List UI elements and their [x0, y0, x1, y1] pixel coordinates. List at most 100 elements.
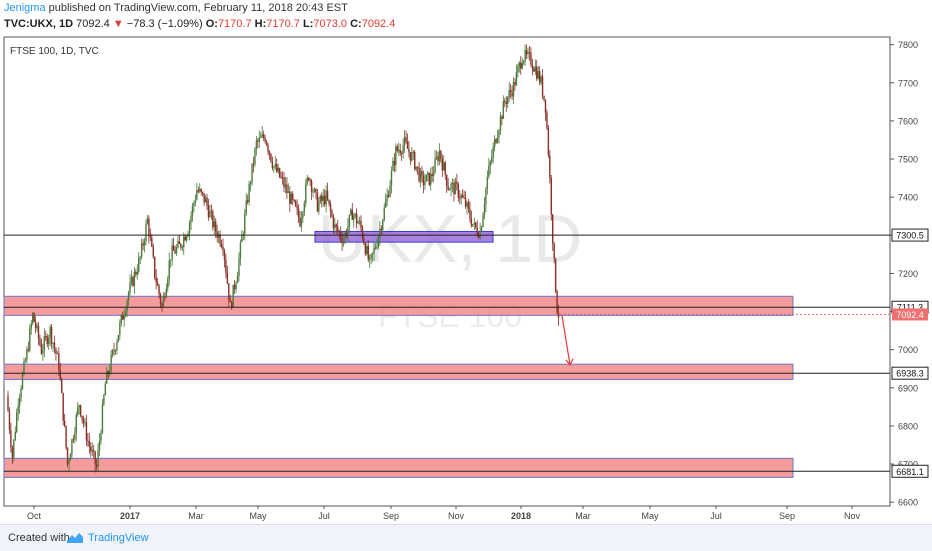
- candle-body: [113, 350, 115, 352]
- change-value: −78.3 (−1.09%): [126, 18, 203, 30]
- symbol-label: TVC:UKX, 1D: [4, 18, 74, 30]
- candle-body: [65, 425, 67, 448]
- candle-body: [511, 91, 513, 97]
- resistance-zone-7300: [314, 230, 494, 243]
- candle-body: [156, 282, 159, 286]
- candle-body: [507, 96, 509, 104]
- candle-body: [371, 252, 374, 255]
- candle-body: [265, 141, 268, 146]
- candle-body: [213, 221, 215, 228]
- candle-body: [552, 214, 554, 244]
- candle-body: [437, 156, 439, 162]
- candle-body: [188, 222, 191, 234]
- candle-body: [274, 163, 276, 167]
- candle-body: [392, 160, 394, 171]
- candle-body: [165, 288, 168, 298]
- candle-body: [445, 174, 448, 187]
- candle-body: [338, 231, 340, 233]
- candle-body: [193, 202, 195, 206]
- candle-body: [260, 137, 262, 139]
- candle-body: [289, 191, 291, 204]
- candle-body: [93, 450, 95, 452]
- x-tick-label: 2017: [120, 511, 140, 521]
- candle-body: [380, 228, 383, 231]
- candle-body: [30, 323, 32, 329]
- candle-body: [302, 212, 304, 218]
- candle-body: [454, 181, 457, 195]
- x-tick-label: May: [641, 511, 659, 521]
- candle-body: [530, 52, 532, 65]
- candle-body: [303, 202, 306, 213]
- candle-body: [347, 226, 349, 236]
- candle-body: [514, 82, 516, 86]
- candle-body: [82, 418, 85, 424]
- candle-body: [495, 139, 497, 143]
- candle-body: [181, 247, 184, 249]
- candle-body: [541, 76, 544, 96]
- candle-body: [531, 64, 534, 69]
- candle-body: [10, 429, 12, 448]
- candle-body: [277, 168, 279, 172]
- candle-body: [45, 336, 47, 338]
- candle-body: [43, 336, 46, 350]
- tradingview-brand[interactable]: TradingView: [88, 532, 149, 544]
- candle-body: [149, 236, 152, 238]
- candle-body: [116, 342, 118, 351]
- candle-body: [206, 197, 208, 206]
- down-arrow-icon: [561, 315, 571, 366]
- candle-body: [120, 314, 123, 324]
- candle-body: [278, 168, 281, 178]
- candle-body: [122, 314, 124, 320]
- candle-body: [483, 204, 486, 215]
- x-tick-label: Nov: [844, 511, 861, 521]
- candle-body: [369, 258, 371, 260]
- candle-body: [33, 313, 35, 322]
- candle-body: [88, 441, 91, 447]
- candle-body: [261, 134, 263, 138]
- candle-body: [31, 313, 34, 324]
- level-6938-tag: [891, 366, 929, 380]
- candle-body: [370, 254, 372, 259]
- high-label: H:: [254, 18, 267, 30]
- candle-body: [36, 325, 38, 329]
- candle-body: [56, 353, 59, 355]
- candle-body: [321, 195, 323, 201]
- candle-body: [444, 162, 446, 175]
- candle-body: [517, 66, 519, 73]
- chart-title: FTSE 100, 1D, TVC: [10, 46, 99, 57]
- candle-body: [53, 342, 56, 349]
- low-label: L:: [302, 18, 314, 30]
- candle-body: [245, 200, 247, 214]
- candle-body: [174, 250, 176, 254]
- support-zone-6938: [3, 363, 794, 380]
- publish-text: published on TradingView.com, February 1…: [48, 2, 348, 14]
- candle-body: [244, 213, 246, 234]
- candle-body: [50, 326, 53, 344]
- author-link[interactable]: Jenigma: [4, 2, 46, 14]
- candle-body: [498, 130, 500, 138]
- candle-body: [135, 271, 137, 275]
- low-value: 7073.0: [313, 18, 348, 30]
- candle-body: [197, 190, 199, 192]
- candle-body: [357, 222, 359, 224]
- candle-body: [68, 460, 70, 465]
- candle-body: [95, 464, 98, 468]
- candle-body: [146, 218, 149, 224]
- candle-body: [24, 360, 27, 362]
- candle-body: [100, 432, 102, 441]
- current-price-label: 7092.4: [896, 310, 924, 320]
- candle-body: [145, 223, 147, 242]
- candle-body: [456, 181, 458, 185]
- candle-body: [62, 392, 64, 421]
- candle-body: [348, 214, 351, 227]
- candle-body: [504, 100, 506, 103]
- candle-body: [457, 184, 460, 198]
- candle-body: [428, 172, 430, 185]
- candle-body: [547, 128, 550, 156]
- candle-body: [204, 197, 207, 203]
- candle-body: [402, 145, 404, 154]
- candle-body: [223, 250, 226, 260]
- candle-body: [518, 62, 521, 67]
- candle-body: [353, 215, 355, 220]
